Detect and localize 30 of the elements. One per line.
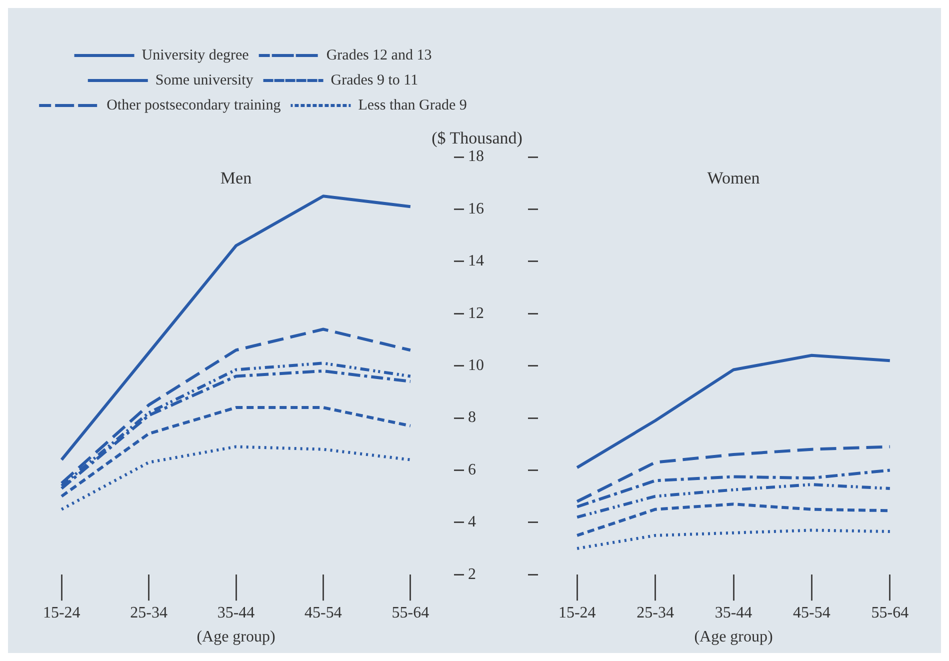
text: Women — [707, 168, 760, 188]
y-tick-label: 12 — [468, 304, 484, 322]
y-axis-title: ($ Thousand) — [432, 128, 522, 148]
y-tick-label: 14 — [468, 252, 484, 270]
x-axis-title: (Age group) — [196, 628, 276, 646]
x-tick-label: 15-24 — [42, 604, 80, 622]
legend-label: University degree — [142, 47, 250, 64]
legend-label: Other postsecondary training — [106, 97, 282, 114]
y-tick-label: 6 — [468, 461, 476, 478]
legend-label: Grades 9 to 11 — [330, 72, 418, 88]
x-tick-label: 45-54 — [304, 604, 342, 622]
x-tick-label: 55-64 — [871, 604, 909, 622]
y-tick-label: 18 — [468, 148, 484, 166]
x-tick-label: 25-34 — [636, 604, 674, 622]
text: Men — [220, 168, 252, 188]
x-tick-label: 35-44 — [217, 604, 255, 622]
y-tick-label: 4 — [468, 514, 476, 531]
x-tick-label: 55-64 — [392, 604, 430, 622]
x-tick-label: 25-34 — [130, 604, 168, 622]
legend-label: Grades 12 and 13 — [326, 47, 432, 64]
x-tick-label: 15-24 — [558, 604, 596, 622]
y-tick-label: 8 — [468, 409, 476, 426]
y-tick-label: 2 — [468, 566, 476, 583]
y-tick-label: 16 — [468, 200, 484, 218]
y-tick-label: 10 — [468, 357, 484, 374]
x-axis-title: (Age group) — [694, 628, 773, 646]
legend-label: Some university — [155, 72, 254, 88]
legend-label: Less than Grade 9 — [358, 97, 467, 114]
x-tick-label: 45-54 — [793, 604, 830, 622]
x-tick-label: 35-44 — [714, 604, 752, 622]
